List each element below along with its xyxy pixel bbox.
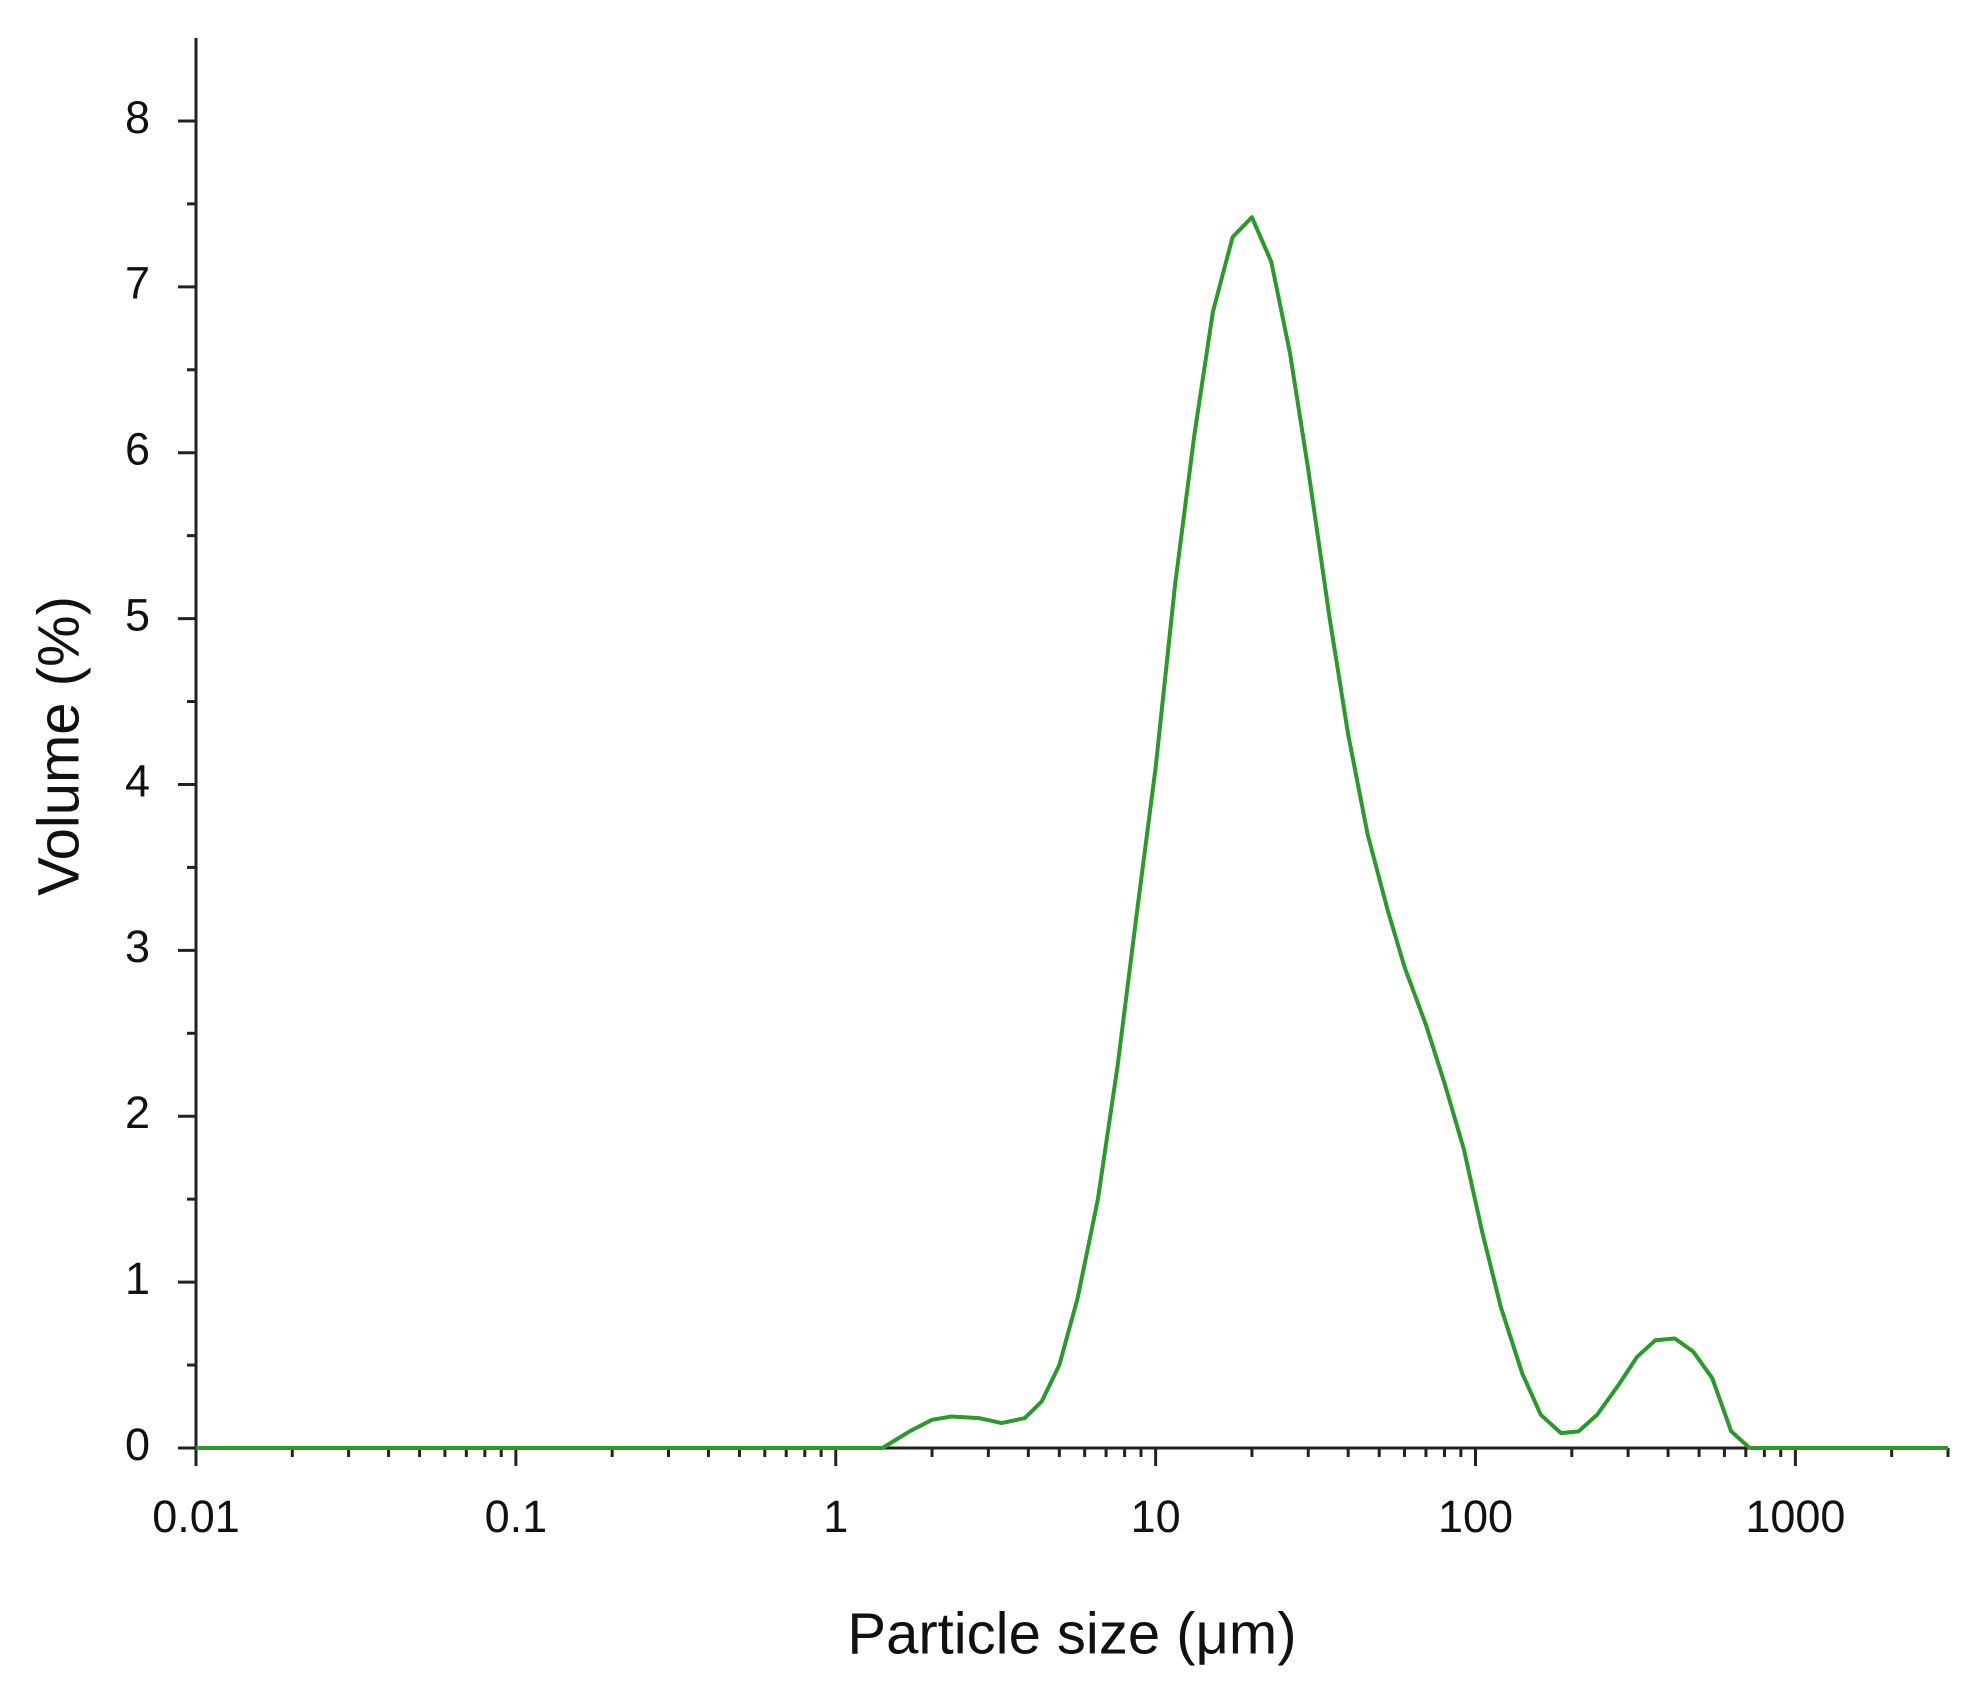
- x-tick-label: 0.01: [152, 1491, 240, 1542]
- x-tick-label: 1000: [1745, 1491, 1845, 1542]
- y-tick-label: 1: [125, 1253, 150, 1304]
- x-tick-label: 10: [1131, 1491, 1181, 1542]
- y-tick-label: 4: [125, 755, 150, 806]
- x-tick-label: 1: [823, 1491, 848, 1542]
- y-tick-label: 6: [125, 424, 150, 475]
- y-tick-label: 5: [125, 589, 150, 640]
- y-axis-label: Volume (%): [26, 596, 91, 896]
- data-line: [196, 215, 1948, 1450]
- y-tick-label: 7: [125, 258, 150, 309]
- y-tick-label: 3: [125, 921, 150, 972]
- x-tick-label: 100: [1438, 1491, 1513, 1542]
- y-tick-label: 0: [125, 1419, 150, 1470]
- y-tick-label: 2: [125, 1087, 150, 1138]
- y-tick-label: 8: [125, 92, 150, 143]
- x-tick-label: 0.1: [485, 1491, 548, 1542]
- x-axis-label: Particle size (μm): [847, 1601, 1296, 1666]
